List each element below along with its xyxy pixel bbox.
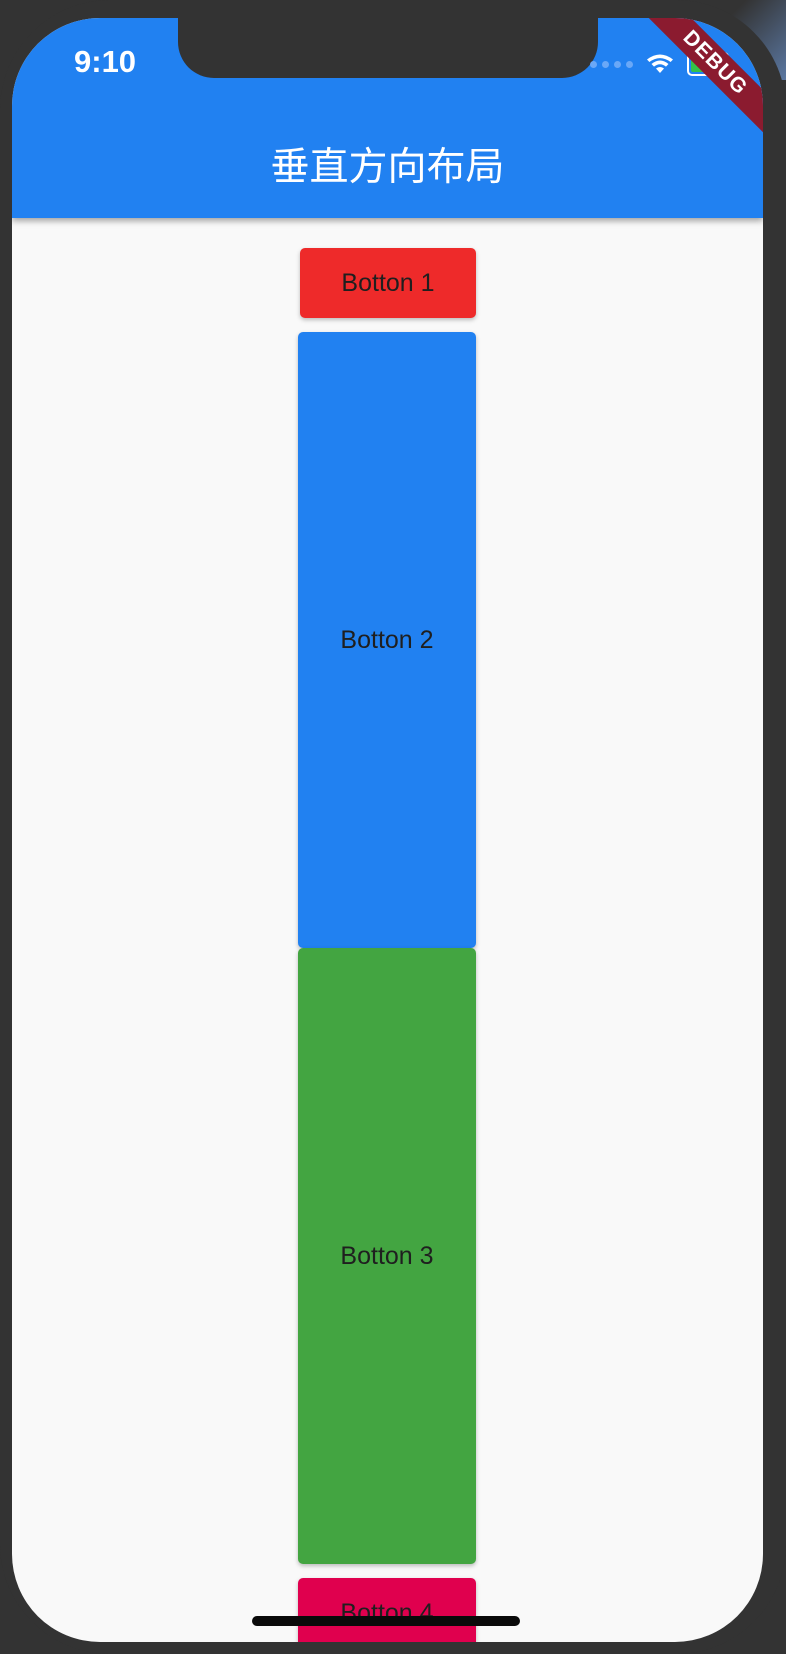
home-indicator[interactable] bbox=[252, 1616, 520, 1626]
botton-4-button[interactable]: Botton 4 bbox=[298, 1578, 476, 1642]
page-title: 垂直方向布局 bbox=[270, 146, 505, 189]
botton-3-button[interactable]: Botton 3 bbox=[298, 948, 476, 1564]
app-screen: 垂直方向布局 9:10 DEBUG Botton 1 Botton 2 Bott… bbox=[12, 18, 763, 1642]
status-time: 9:10 bbox=[74, 44, 137, 79]
botton-2-button[interactable]: Botton 2 bbox=[298, 332, 476, 948]
signal-dots-icon bbox=[590, 60, 633, 68]
vertical-column-layout: Botton 1 Botton 2 Botton 3 Botton 4 bbox=[12, 218, 763, 1642]
wifi-icon bbox=[647, 54, 673, 73]
botton-1-button[interactable]: Botton 1 bbox=[300, 248, 476, 318]
device-notch bbox=[178, 18, 598, 78]
